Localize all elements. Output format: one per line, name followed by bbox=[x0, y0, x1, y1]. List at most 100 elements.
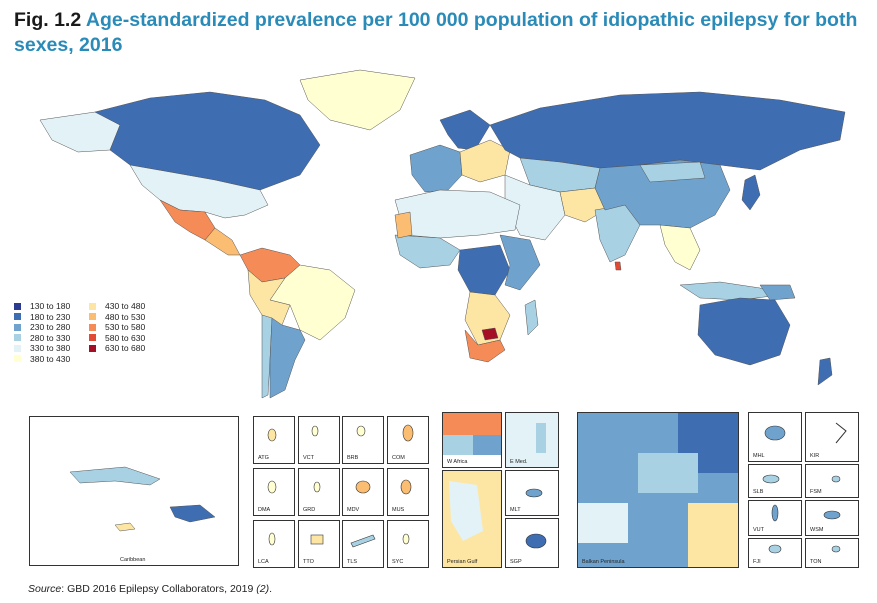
inset-label: COM bbox=[392, 455, 405, 461]
source-text: : GBD 2016 Epilepsy Collaborators, 2019 bbox=[61, 583, 257, 595]
region-japan bbox=[741, 174, 761, 211]
region-west-africa bbox=[394, 234, 461, 269]
inset-label: MUS bbox=[392, 507, 405, 513]
inset-label: DMA bbox=[258, 507, 271, 513]
legend-label: 530 to 580 bbox=[105, 322, 146, 333]
legend-column-2: 430 to 480 480 to 530 530 to 580 580 to … bbox=[89, 301, 145, 354]
legend-label: 180 to 230 bbox=[30, 311, 71, 322]
inset-mhl: MHL bbox=[748, 412, 802, 462]
legend-item: 180 to 230 bbox=[14, 312, 70, 323]
inset-lca: LCA bbox=[253, 520, 295, 568]
europe bbox=[409, 109, 511, 193]
inset-fji: FJI bbox=[748, 538, 802, 568]
legend-label: 280 to 330 bbox=[30, 332, 71, 343]
legend-swatch bbox=[14, 302, 21, 310]
legend-swatch bbox=[14, 344, 21, 352]
region-lesotho bbox=[481, 327, 499, 341]
legend-swatch bbox=[14, 323, 21, 331]
region-madagascar bbox=[524, 299, 539, 336]
inset-label: W Africa bbox=[447, 459, 468, 465]
region-new-zealand bbox=[817, 357, 833, 386]
legend-swatch bbox=[89, 313, 96, 321]
inset-vct: VCT bbox=[298, 416, 340, 464]
legend-item: 330 to 380 bbox=[14, 343, 70, 354]
inset-label: TON bbox=[810, 559, 822, 565]
legend-item: 530 to 580 bbox=[89, 322, 145, 333]
region-argentina bbox=[269, 317, 306, 399]
inset-brb: BRB bbox=[342, 416, 384, 464]
region-south-africa bbox=[464, 329, 506, 363]
figure-title: Fig. 1.2 Age-standardized prevalence per… bbox=[14, 8, 864, 58]
inset-persian-gulf: Persian Gulf bbox=[442, 470, 502, 568]
africa bbox=[394, 189, 541, 363]
inset-label: ATG bbox=[258, 455, 269, 461]
figure-title-text: Age-standardized prevalence per 100 000 … bbox=[14, 9, 858, 56]
region-east-africa bbox=[499, 234, 541, 291]
inset-vut: VUT bbox=[748, 500, 802, 536]
inset-com: COM bbox=[387, 416, 429, 464]
inset-kir: KIR bbox=[805, 412, 859, 462]
inset-w-africa: W Africa bbox=[442, 412, 502, 468]
legend-column-1: 130 to 180 180 to 230 230 to 280 280 to … bbox=[14, 301, 70, 364]
legend-swatch bbox=[89, 334, 96, 342]
legend-swatch bbox=[14, 355, 21, 363]
inset-label: SLB bbox=[753, 489, 764, 495]
inset-label: SGP bbox=[510, 559, 522, 565]
north-america bbox=[39, 69, 416, 256]
region-sri-lanka bbox=[614, 261, 622, 271]
legend-item: 130 to 180 bbox=[14, 301, 70, 312]
legend-label: 330 to 380 bbox=[30, 343, 71, 354]
region-mongolia bbox=[639, 161, 706, 183]
inset-dma: DMA bbox=[253, 468, 295, 516]
legend-label: 130 to 180 bbox=[30, 301, 71, 312]
inset-sgp: SGP bbox=[505, 518, 559, 568]
legend-item: 230 to 280 bbox=[14, 322, 70, 333]
south-america bbox=[239, 247, 356, 399]
legend-item: 280 to 330 bbox=[14, 333, 70, 344]
legend-swatch bbox=[14, 313, 21, 321]
inset-label: VUT bbox=[753, 527, 764, 533]
inset-label: TLS bbox=[347, 559, 358, 565]
region-usa bbox=[129, 164, 269, 219]
source-prefix: Source bbox=[28, 583, 62, 595]
figure-number: Fig. 1.2 bbox=[14, 9, 82, 31]
inset-e-med: E Med. bbox=[505, 412, 559, 468]
legend-swatch bbox=[89, 302, 96, 310]
asia bbox=[504, 157, 781, 301]
inset-label: MLT bbox=[510, 507, 521, 513]
caribbean-islands bbox=[69, 466, 216, 532]
inset-wsm: WSM bbox=[805, 500, 859, 536]
inset-balkan-peninsula: Balkan Peninsula bbox=[577, 412, 739, 568]
inset-label: MDV bbox=[347, 507, 360, 513]
legend-item: 580 to 630 bbox=[89, 333, 145, 344]
inset-tto: TTO bbox=[298, 520, 340, 568]
legend-item: 630 to 680 bbox=[89, 343, 145, 354]
region-canada bbox=[94, 91, 321, 191]
region-north-africa bbox=[394, 189, 521, 239]
source-end: . bbox=[269, 583, 272, 595]
region-central-africa bbox=[457, 244, 511, 296]
inset-label: Persian Gulf bbox=[447, 559, 478, 565]
region-papua-new-guinea bbox=[759, 284, 796, 301]
inset-label: GRD bbox=[303, 507, 316, 513]
region-cuba bbox=[69, 466, 161, 486]
source-ref: (2) bbox=[256, 583, 270, 595]
inset-label: LCA bbox=[258, 559, 269, 565]
inset-ton: TON bbox=[805, 538, 859, 568]
region-central-america bbox=[204, 227, 241, 256]
legend-label: 580 to 630 bbox=[105, 332, 146, 343]
source-note: Source: GBD 2016 Epilepsy Collaborators,… bbox=[28, 583, 272, 595]
inset-label: KIR bbox=[810, 453, 820, 459]
legend-item: 380 to 430 bbox=[14, 354, 70, 365]
inset-label-caribbean: Caribbean bbox=[120, 557, 146, 563]
region-haiti-dr bbox=[169, 504, 216, 523]
legend-swatch bbox=[14, 334, 21, 342]
inset-atg: ATG bbox=[253, 416, 295, 464]
region-peru-bolivia bbox=[247, 269, 291, 326]
inset-grd: GRD bbox=[298, 468, 340, 516]
inset-label: FJI bbox=[753, 559, 761, 565]
inset-label: VCT bbox=[303, 455, 314, 461]
region-russia bbox=[489, 91, 846, 171]
legend-swatch bbox=[89, 344, 96, 352]
